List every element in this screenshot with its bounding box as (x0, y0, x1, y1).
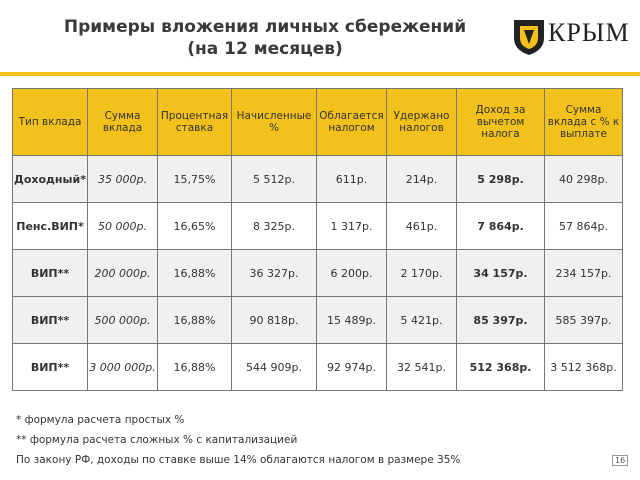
table-cell: 3 512 368р. (544, 343, 623, 391)
column-header: Сумма вклада (87, 88, 158, 156)
table-cell: 461р. (386, 202, 457, 250)
logo-text: КРЫМ (548, 18, 630, 47)
table-cell: 16,65% (157, 202, 232, 250)
table-cell: Доходный* (12, 155, 88, 203)
table-cell: 16,88% (157, 249, 232, 297)
table-row: ВИП** 200 000р. 16,88% 36 327р. 6 200р. 2 170… (12, 249, 623, 297)
table-cell: 214р. (386, 155, 457, 203)
table-cell: 3 000 000р. (87, 343, 158, 391)
table-cell: 2 170р. (386, 249, 457, 297)
table-row: Пенс.ВИП* 50 000р. 16,65% 8 325р. 1 317р. 461… (12, 202, 623, 250)
table-cell: 34 157р. (456, 249, 545, 297)
table-cell: 40 298р. (544, 155, 623, 203)
table-cell: 57 864р. (544, 202, 623, 250)
column-header: Удержано налогов (386, 88, 457, 156)
table-cell: 36 327р. (231, 249, 317, 297)
table-cell: ВИП** (12, 296, 88, 344)
footnotes: * формула расчета простых % ** формула р… (16, 410, 460, 470)
table-cell: 16,88% (157, 343, 232, 391)
logo-shield (514, 20, 544, 55)
table-cell: 585 397р. (544, 296, 623, 344)
table-cell: 15,75% (157, 155, 232, 203)
header-row: Тип вклада Сумма вклада Процентная ставка Н… (12, 88, 623, 156)
table-cell: 7 864р. (456, 202, 545, 250)
table-cell: 16,88% (157, 296, 232, 344)
table: Тип вклада Сумма вклада Процентная ставка Н… (12, 88, 623, 391)
column-header: Начисленные % (231, 88, 317, 156)
table-cell: 6 200р. (316, 249, 387, 297)
header-rule (0, 72, 640, 76)
table-row: ВИП** 500 000р. 16,88% 90 818р. 15 489р. 5 42… (12, 296, 623, 344)
column-header: Облагается налогом (316, 88, 387, 156)
logo: КРЫМ (512, 16, 632, 56)
table-cell: 92 974р. (316, 343, 387, 391)
column-header: Процентная ставка (157, 88, 232, 156)
table-cell: 544 909р. (231, 343, 317, 391)
footnote: По закону РФ, доходы по ставке выше 14% … (16, 454, 461, 466)
table-row: ВИП** 3 000 000р. 16,88% 544 909р. 92 974р. 3… (12, 343, 623, 391)
table-cell: 90 818р. (231, 296, 317, 344)
table-cell: Пенс.ВИП* (12, 202, 88, 250)
table-cell: 85 397р. (456, 296, 545, 344)
table-cell: 8 325р. (231, 202, 317, 250)
table-cell: 15 489р. (316, 296, 387, 344)
table-cell: 512 368р. (456, 343, 545, 391)
title: Примеры вложения личных сбережений (на 1… (40, 16, 490, 60)
page-number: 16 (612, 455, 629, 466)
table-cell: 32 541р. (386, 343, 457, 391)
footnote: * формула расчета простых % (16, 414, 185, 426)
table-cell: 611р. (316, 155, 387, 203)
table-cell: 200 000р. (87, 249, 158, 297)
table-cell: ВИП** (12, 249, 88, 297)
table-cell: 5 512р. (231, 155, 317, 203)
table-cell: 50 000р. (87, 202, 158, 250)
table-cell: ВИП** (12, 343, 88, 391)
table-cell: 1 317р. (316, 202, 387, 250)
table-cell: 5 298р. (456, 155, 545, 203)
title-line: (на 12 месяцев) (187, 39, 343, 59)
column-header: Тип вклада (12, 88, 88, 156)
table-cell: 5 421р. (386, 296, 457, 344)
table-cell: 234 157р. (544, 249, 623, 297)
table-row: Доходный* 35 000р. 15,75% 5 512р. 611р. 214р.… (12, 155, 623, 203)
column-header: Сумма вклада с % к выплате (544, 88, 623, 156)
table-cell: 35 000р. (87, 155, 158, 203)
table-cell: 500 000р. (87, 296, 158, 344)
title-line: Примеры вложения личных сбережений (63, 17, 467, 37)
column-header: Доход за вычетом налога (456, 88, 545, 156)
footnote: ** формула расчета сложных % с капитализ… (16, 434, 298, 446)
table-body: Доходный* 35 000р. 15,75% 5 512р. 611р. 214р.… (12, 155, 623, 391)
